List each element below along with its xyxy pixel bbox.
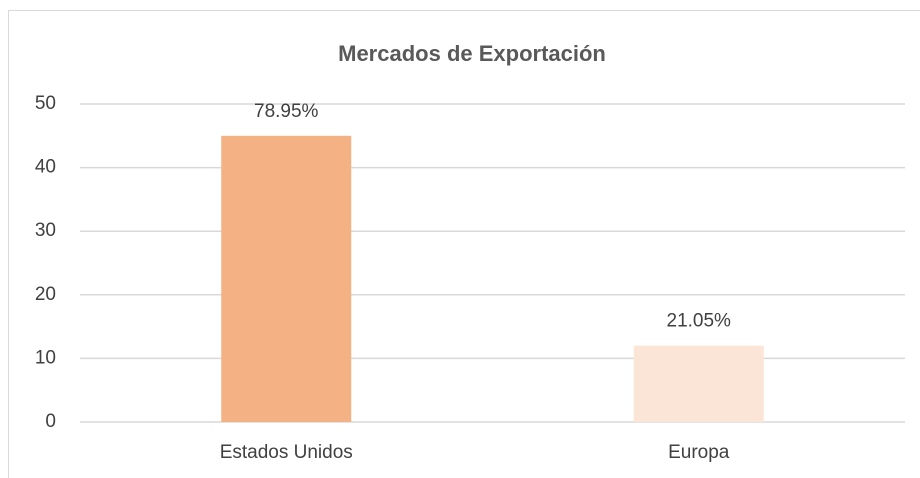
chart-frame xyxy=(8,10,920,478)
chart-title: Mercados de Exportación xyxy=(338,41,606,66)
data-label: 21.05% xyxy=(667,311,732,332)
x-tick-label: Europa xyxy=(668,442,730,463)
x-tick-label: Estados Unidos xyxy=(220,442,353,463)
y-tick-label: 40 xyxy=(35,157,56,178)
bar xyxy=(633,345,764,422)
data-label: 78.95% xyxy=(254,101,319,122)
bar xyxy=(221,135,352,423)
y-tick-label: 0 xyxy=(45,411,56,432)
y-tick-label: 50 xyxy=(35,93,56,114)
y-tick-label: 20 xyxy=(35,284,56,305)
y-tick-label: 10 xyxy=(35,347,56,368)
y-tick-label: 30 xyxy=(35,220,56,241)
